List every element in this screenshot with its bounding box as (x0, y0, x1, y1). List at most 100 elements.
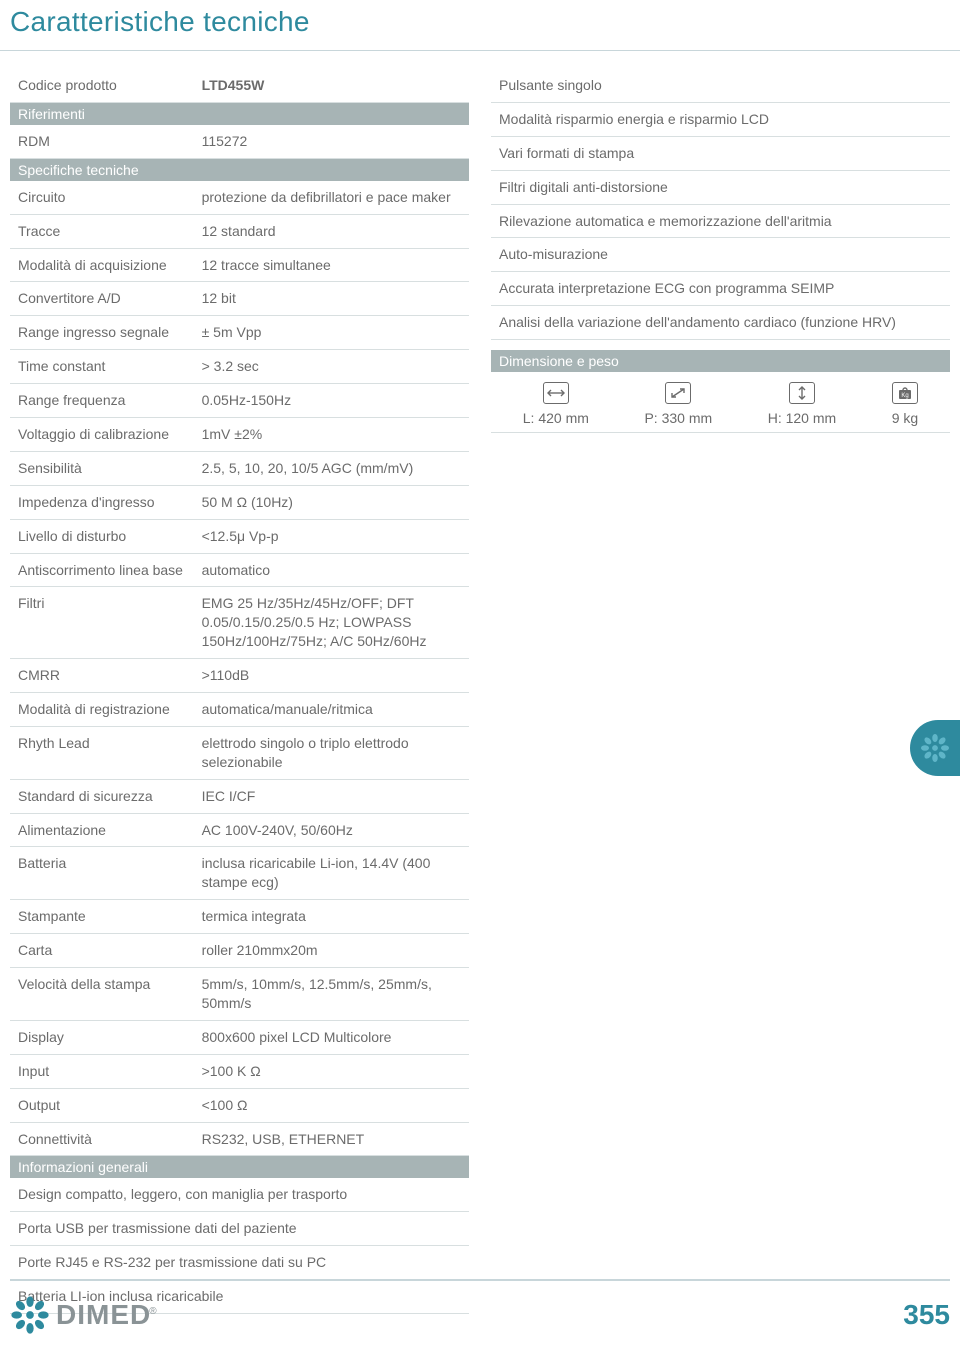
table-row: CMRR>110dB (10, 659, 469, 693)
table-row: Analisi della variazione dell'andamento … (491, 306, 950, 340)
spec-label: Display (10, 1020, 194, 1054)
right-column: Pulsante singoloModalità risparmio energ… (491, 69, 950, 1314)
table-row: Impedenza d'ingresso50 M Ω (10Hz) (10, 485, 469, 519)
spec-value: IEC I/CF (194, 779, 469, 813)
section-header: Specifiche tecniche (10, 158, 469, 181)
depth-icon (669, 386, 687, 400)
table-row: Modalità di acqui­sizione12 tracce simul… (10, 248, 469, 282)
page-number: 355 (903, 1299, 950, 1331)
table-row: Rilevazione automatica e memorizzazione … (491, 204, 950, 238)
spec-value: termica integrata (194, 900, 469, 934)
table-row: Porte RJ45 e RS-232 per trasmissione dat… (10, 1246, 469, 1280)
spec-value: 12 tracce simultanee (194, 248, 469, 282)
spec-label: Modalità di registrazione (10, 693, 194, 727)
table-row: Pulsante singolo (491, 69, 950, 102)
dimension-label: L: 420 mm (523, 410, 589, 426)
table-row: Codice prodottoLTD455W (10, 69, 469, 102)
table-row: Accurata interpretazione ECG con program… (491, 272, 950, 306)
spec-value: LTD455W (194, 69, 469, 102)
table-row: Batteriainclusa ricaricabile Li-ion, 14.… (10, 847, 469, 900)
spec-label: Velocità della stampa (10, 968, 194, 1021)
spec-label: Carta (10, 934, 194, 968)
spec-value: AC 100V-240V, 50/60Hz (194, 813, 469, 847)
spec-value: ± 5m Vpp (194, 316, 469, 350)
dimension-cell: L: 420 mm (523, 382, 589, 426)
table-row: Sensibilità2.5, 5, 10, 20, 10/5 AGC (mm/… (10, 451, 469, 485)
spec-label: Connettività (10, 1122, 194, 1156)
spec-label: Batteria (10, 847, 194, 900)
logo-asterisk-icon (10, 1295, 50, 1335)
table-row: Display800x600 pixel LCD Multicolore (10, 1020, 469, 1054)
table-row: Antiscorrimento linea baseautomatico (10, 553, 469, 587)
table-row: RDM115272 (10, 125, 469, 158)
spec-value: protezione da defibrillatori e pace make… (194, 181, 469, 214)
side-tab[interactable] (910, 720, 960, 776)
table-row: Output<100 Ω (10, 1088, 469, 1122)
dimensions-row: L: 420 mmP: 330 mmH: 120 mmKg9 kg (491, 372, 950, 433)
spec-label: Range ingresso seg­nale (10, 316, 194, 350)
table-row: Standard di sicurezzaIEC I/CF (10, 779, 469, 813)
table-row: AlimentazioneAC 100V-240V, 50/60Hz (10, 813, 469, 847)
dimension-icon-box (665, 382, 691, 404)
spec-value: Accurata interpretazione ECG con program… (491, 272, 950, 306)
spec-value: Rilevazione automatica e memorizzazione … (491, 204, 950, 238)
spec-value: > 3.2 sec (194, 350, 469, 384)
spec-value: >100 K Ω (194, 1054, 469, 1088)
table-row: Velocità della stampa5mm/s, 10mm/s, 12.5… (10, 968, 469, 1021)
section-header-label: Riferimenti (10, 102, 469, 125)
spec-table-right: Pulsante singoloModalità risparmio energ… (491, 69, 950, 340)
asterisk-icon (920, 733, 950, 763)
spec-value: 12 standard (194, 214, 469, 248)
table-row: Modalità risparmio energia e risparmio L… (491, 102, 950, 136)
table-row: ConnettivitàRS232, USB, ETHERNET (10, 1122, 469, 1156)
spec-label: Rhyth Lead (10, 726, 194, 779)
spec-label: Time constant (10, 350, 194, 384)
table-row: Cartaroller 210mmx20m (10, 934, 469, 968)
svg-text:Kg: Kg (901, 393, 908, 399)
spec-value: 800x600 pixel LCD Multicolore (194, 1020, 469, 1054)
spec-label: Alimentazione (10, 813, 194, 847)
content-columns: Codice prodottoLTD455WRiferimentiRDM1152… (0, 51, 960, 1314)
spec-label: Voltaggio di calibra­zione (10, 418, 194, 452)
spec-label: Range frequenza (10, 384, 194, 418)
table-row: Tracce12 standard (10, 214, 469, 248)
spec-label: Modalità di acqui­sizione (10, 248, 194, 282)
section-header-label: Informazioni generali (10, 1156, 469, 1179)
spec-value: Porte RJ45 e RS-232 per trasmissione dat… (10, 1246, 469, 1280)
page-title: Caratteristiche tecniche (0, 0, 960, 51)
spec-label: RDM (10, 125, 194, 158)
table-row: Input>100 K Ω (10, 1054, 469, 1088)
spec-label: Filtri (10, 587, 194, 659)
table-row: Time constant> 3.2 sec (10, 350, 469, 384)
spec-value: Analisi della variazione dell'andamento … (491, 306, 950, 340)
spec-value: Design compatto, leggero, con maniglia p… (10, 1178, 469, 1211)
spec-label: Circuito (10, 181, 194, 214)
spec-label: Standard di sicurezza (10, 779, 194, 813)
spec-value: Filtri digitali anti-distorsione (491, 170, 950, 204)
spec-table-left: Codice prodottoLTD455WRiferimentiRDM1152… (10, 69, 469, 1314)
spec-value: Vari formati di stampa (491, 136, 950, 170)
width-icon (547, 386, 565, 400)
dimension-icon-box: Kg (892, 382, 918, 404)
spec-value: 2.5, 5, 10, 20, 10/5 AGC (mm/mV) (194, 451, 469, 485)
table-row: Circuitoprotezione da defibrillatori e p… (10, 181, 469, 214)
spec-label: Antiscorrimento linea base (10, 553, 194, 587)
spec-label: Convertitore A/D (10, 282, 194, 316)
spec-label: Codice prodotto (10, 69, 194, 102)
spec-label: Impedenza d'ingresso (10, 485, 194, 519)
dimension-cell: H: 120 mm (768, 382, 836, 426)
spec-label: Input (10, 1054, 194, 1088)
spec-value: 1mV ±2% (194, 418, 469, 452)
spec-value: EMG 25 Hz/35Hz/45Hz/OFF; DFT 0.05/0.15/0… (194, 587, 469, 659)
table-row: FiltriEMG 25 Hz/35Hz/45Hz/OFF; DFT 0.05/… (10, 587, 469, 659)
spec-value: Pulsante singolo (491, 69, 950, 102)
table-row: Convertitore A/D12 bit (10, 282, 469, 316)
weight-icon: Kg (896, 386, 914, 400)
table-row: Vari formati di stampa (491, 136, 950, 170)
logo-text: DIMED® (56, 1299, 158, 1331)
spec-value: 5mm/s, 10mm/s, 12.5mm/s, 25mm/s, 50mm/s (194, 968, 469, 1021)
brand-logo: DIMED® (10, 1295, 158, 1335)
spec-value: >110dB (194, 659, 469, 693)
dimension-label: 9 kg (892, 410, 918, 426)
spec-value: Porta USB per trasmissione dati del pazi… (10, 1212, 469, 1246)
